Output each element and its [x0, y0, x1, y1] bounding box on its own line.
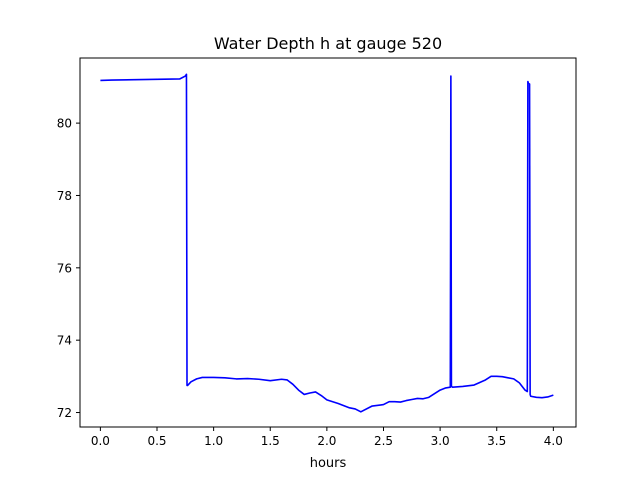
y-tick-label: 74	[57, 334, 72, 348]
y-tick-label: 80	[57, 117, 72, 131]
x-axis-ticks: 0.0 0.5 1.0 1.5 2.0 2.5 3.0 3.5 4.0	[91, 427, 563, 448]
x-tick-label: 3.0	[431, 434, 450, 448]
x-tick-label: 2.0	[317, 434, 336, 448]
plot-frame	[79, 57, 577, 428]
series-line-0	[100, 73, 554, 413]
y-axis-ticks: 72 74 76 78 80	[57, 117, 80, 420]
x-tick-label: 2.5	[374, 434, 393, 448]
x-tick-label: 0.0	[91, 434, 110, 448]
y-tick-label: 76	[57, 261, 72, 275]
x-axis-label: hours	[310, 456, 347, 471]
x-tick-label: 1.5	[261, 434, 280, 448]
x-tick-label: 1.0	[204, 434, 223, 448]
chart-title: Water Depth h at gauge 520	[214, 34, 442, 53]
y-tick-label: 78	[57, 189, 72, 203]
x-tick-label: 4.0	[544, 434, 563, 448]
x-tick-label: 3.5	[487, 434, 506, 448]
x-tick-label: 0.5	[147, 434, 166, 448]
plot-series-group	[100, 73, 554, 413]
y-tick-label: 72	[57, 406, 72, 420]
